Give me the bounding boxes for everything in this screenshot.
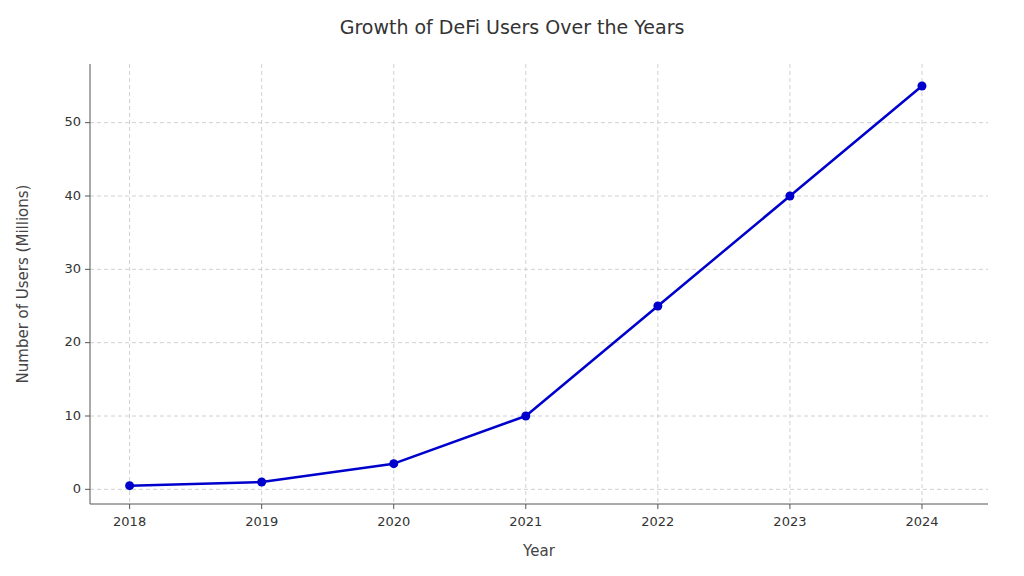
- page: {"chart_data": {"type": "line", "title":…: [0, 0, 1024, 576]
- grid-line-y: [90, 269, 988, 270]
- x-tick-label: 2020: [377, 514, 410, 529]
- x-tick: [789, 504, 790, 509]
- grid-line-y: [90, 342, 988, 343]
- point: [389, 459, 398, 468]
- data-layer: [125, 82, 926, 491]
- line: [130, 86, 922, 486]
- axes: 0 10 20 30 40 50 2018 2019 2020 2021 2022 2023 2024: [64, 64, 988, 529]
- point: [653, 302, 662, 311]
- y-tick-label: 50: [64, 114, 81, 129]
- grid-line-y: [90, 122, 988, 123]
- point: [125, 481, 134, 490]
- grid-line-y: [90, 489, 988, 490]
- point: [785, 192, 794, 201]
- point: [521, 412, 530, 421]
- x-axis-label: Year: [522, 542, 556, 560]
- y-tick-label: 30: [64, 261, 81, 276]
- x-tick-label: 2018: [113, 514, 146, 529]
- chart-svg: 0 10 20 30 40 50 2018 2019 2020 2021 2022 2023 2024 G…: [0, 0, 1024, 576]
- point: [917, 82, 926, 91]
- x-tick-label: 2024: [905, 514, 938, 529]
- x-tick-label: 2021: [509, 514, 542, 529]
- x-tick: [261, 504, 262, 509]
- grid-line-x: [921, 64, 922, 504]
- grid-line-x: [129, 64, 130, 504]
- y-tick: [85, 342, 90, 343]
- grid: [90, 64, 988, 504]
- x-tick: [525, 504, 526, 509]
- x-tick-label: 2022: [641, 514, 674, 529]
- x-axis-line: [90, 504, 988, 505]
- y-tick: [85, 489, 90, 490]
- grid-line-y: [90, 416, 988, 417]
- y-tick-label: 40: [64, 188, 81, 203]
- y-tick: [85, 269, 90, 270]
- y-tick: [85, 122, 90, 123]
- y-tick-label: 20: [64, 334, 81, 349]
- grid-line-x: [789, 64, 790, 504]
- y-tick: [85, 196, 90, 197]
- title: Growth of DeFi Users Over the Years: [340, 16, 685, 38]
- y-axis-label: Number of Users (Millions): [14, 185, 32, 384]
- grid-line-x: [393, 64, 394, 504]
- grid-line-y: [90, 196, 988, 197]
- x-tick: [129, 504, 130, 509]
- y-tick-label: 0: [73, 481, 81, 496]
- y-axis-line: [90, 64, 91, 504]
- point: [257, 478, 266, 487]
- chart-container: 0 10 20 30 40 50 2018 2019 2020 2021 2022 2023 2024 G…: [0, 0, 1024, 576]
- x-tick: [657, 504, 658, 509]
- grid-line-x: [261, 64, 262, 504]
- grid-line-x: [525, 64, 526, 504]
- grid-line-x: [657, 64, 658, 504]
- y-tick: [85, 416, 90, 417]
- x-tick: [921, 504, 922, 509]
- x-tick: [393, 504, 394, 509]
- x-tick-label: 2023: [773, 514, 806, 529]
- y-tick-label: 10: [64, 408, 81, 423]
- x-tick-label: 2019: [245, 514, 278, 529]
